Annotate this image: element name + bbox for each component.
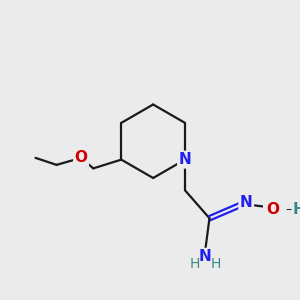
Text: O: O <box>75 150 88 165</box>
Text: H: H <box>292 202 300 217</box>
Text: O: O <box>266 202 279 217</box>
Text: H: H <box>189 257 200 271</box>
Text: N: N <box>199 249 212 264</box>
Text: H: H <box>210 257 221 271</box>
Text: –: – <box>285 203 291 216</box>
Text: N: N <box>240 195 253 210</box>
Text: N: N <box>178 152 191 167</box>
